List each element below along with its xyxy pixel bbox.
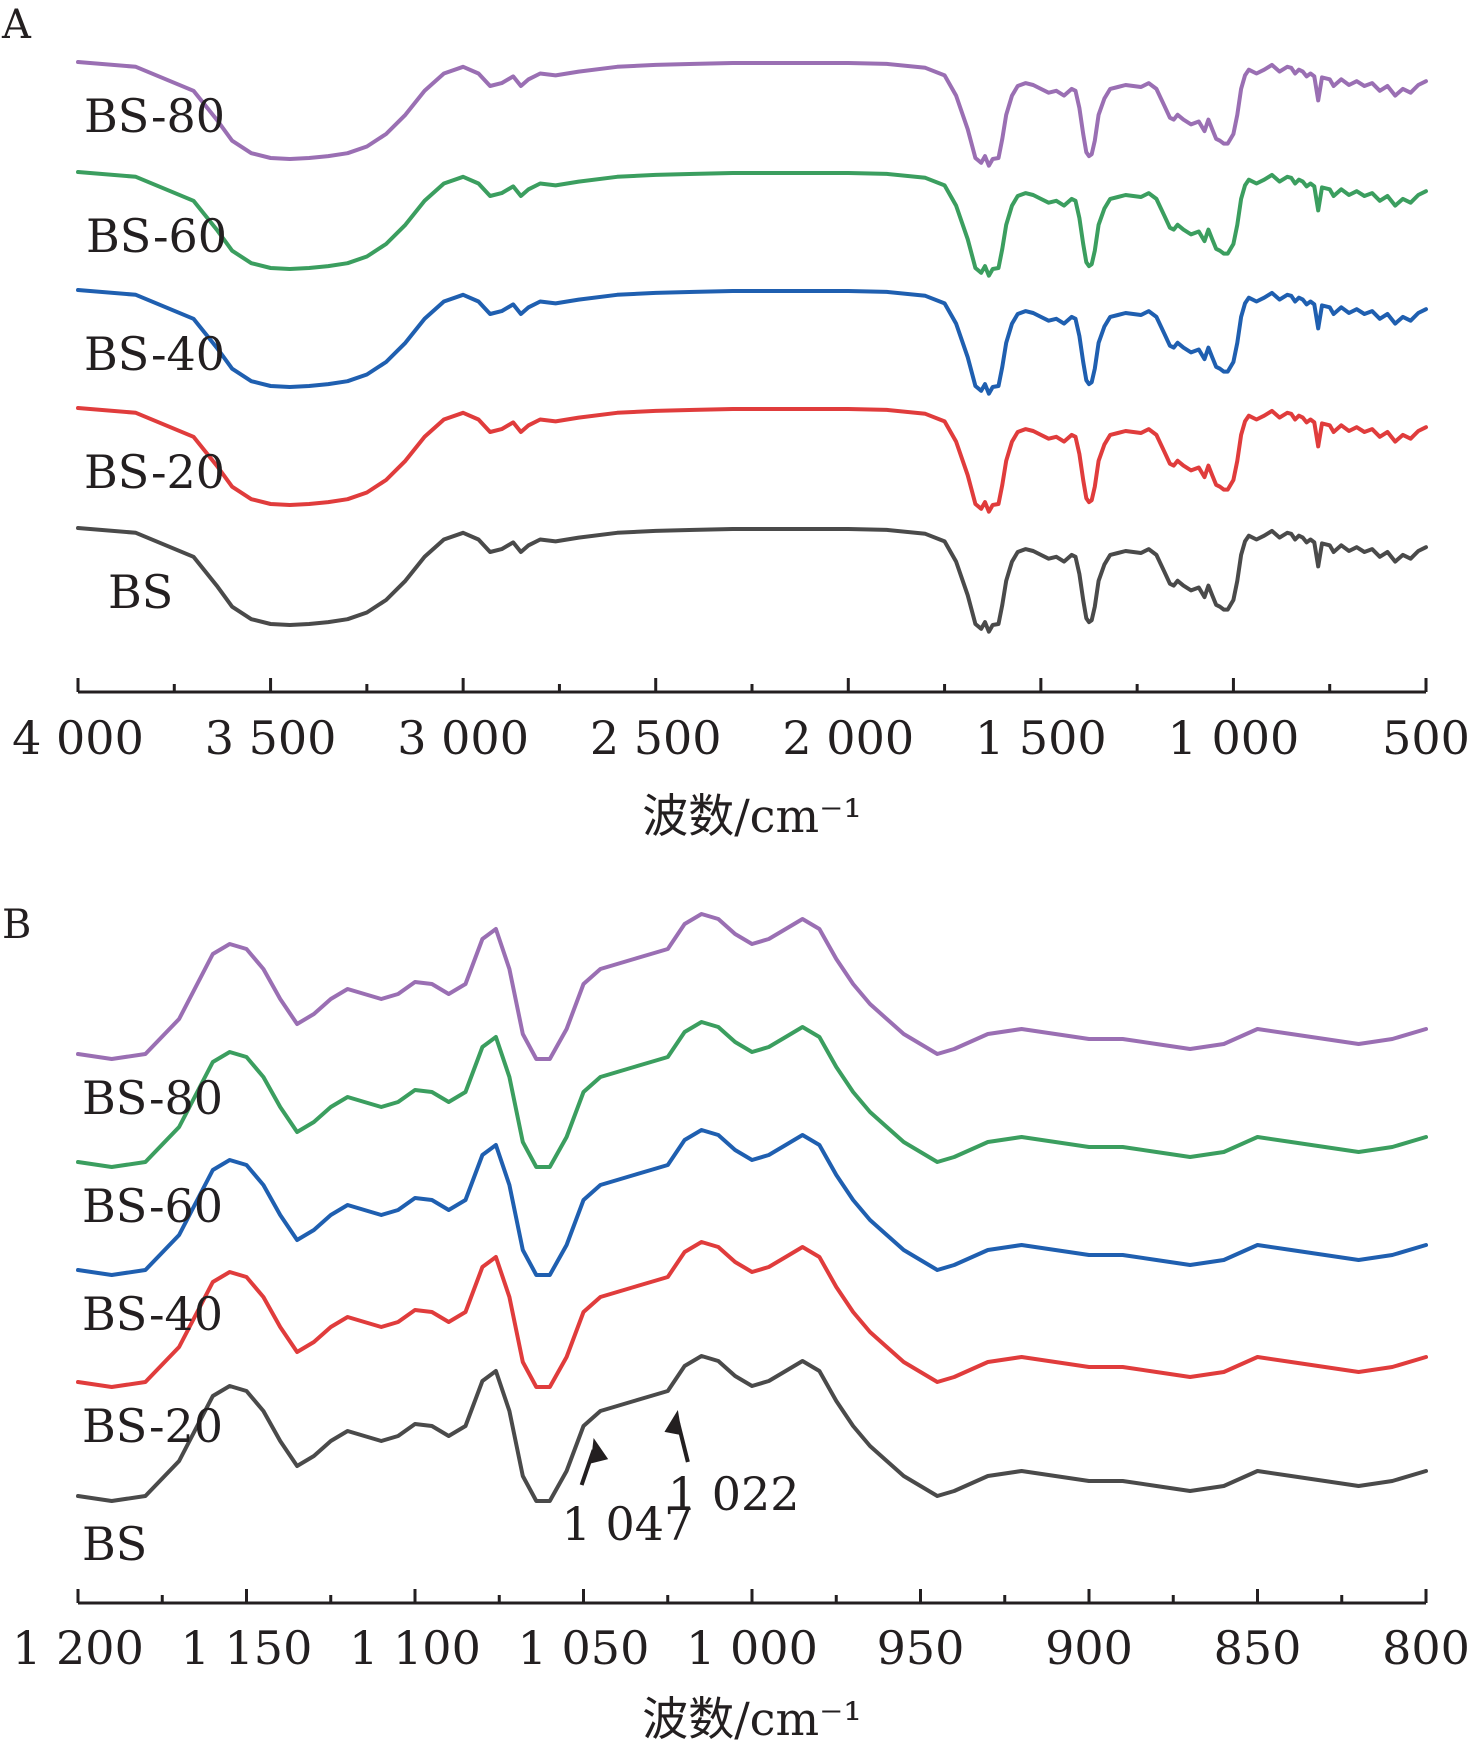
series-label-bs-40: BS-40 <box>82 1287 223 1341</box>
x-tick-label: 1 200 <box>12 1621 144 1675</box>
series-label-bs-60: BS-60 <box>86 209 227 263</box>
x-tick-label: 3 000 <box>397 711 529 765</box>
x-tick-label: 800 <box>1382 1621 1468 1675</box>
x-tick-label: 850 <box>1214 1621 1302 1675</box>
x-tick-label: 3 500 <box>205 711 337 765</box>
panel-b-x-axis-title: 波数/cm⁻¹ <box>642 1692 862 1745</box>
series-label-bs-80: BS-80 <box>84 89 225 143</box>
series-label-bs-40: BS-40 <box>84 327 225 381</box>
panel-b-letter: B <box>2 902 31 948</box>
panel-a-letter: A <box>1 2 32 48</box>
x-tick-label: 4 000 <box>12 711 144 765</box>
annotation-label-1022: 1 022 <box>668 1467 800 1521</box>
panel-a-curves <box>76 60 1428 634</box>
series-label-bs-80: BS-80 <box>82 1071 223 1125</box>
series-line-bs-40 <box>76 1128 1428 1277</box>
panel-b-x-ticks: 1 200 1 150 1 100 1 050 1 000 950 900 850 800 <box>12 1589 1468 1675</box>
series-label-bs-20: BS-20 <box>84 445 225 499</box>
series-line-bs-80 <box>76 60 1428 168</box>
panel-a-series-labels: BS-80 BS-60 BS-40 BS-20 BS <box>84 89 227 619</box>
panel-a-x-axis-title: 波数/cm⁻¹ <box>642 789 862 843</box>
x-tick-label: 1 000 <box>1168 711 1300 765</box>
series-line-bs-20 <box>76 1240 1428 1389</box>
series-label-bs-20: BS-20 <box>82 1399 223 1453</box>
x-tick-label: 950 <box>877 1621 965 1675</box>
series-label-bs: BS <box>82 1517 147 1571</box>
x-tick-label: 500 <box>1382 711 1468 765</box>
x-tick-label: 2 500 <box>590 711 722 765</box>
series-line-bs-20 <box>76 406 1428 514</box>
annotation-arrowhead-1022 <box>664 1410 683 1436</box>
series-label-bs-60: BS-60 <box>82 1179 223 1233</box>
x-tick-label: 2 000 <box>782 711 914 765</box>
annotation-arrowhead-1047 <box>590 1437 609 1464</box>
series-line-bs-80 <box>76 912 1428 1061</box>
panel-a: A BS-80 BS-60 BS-40 BS-20 BS 4 000 3 500 3 000… <box>1 2 1468 843</box>
series-line-bs-40 <box>76 288 1428 396</box>
x-tick-label: 1 050 <box>518 1621 650 1675</box>
annotation-label-1047: 1 047 <box>562 1497 694 1551</box>
series-line-bs <box>76 1354 1428 1503</box>
x-tick-label: 1 100 <box>349 1621 481 1675</box>
panel-b-series-labels: BS-80 BS-60 BS-40 BS-20 BS <box>82 1071 223 1571</box>
x-tick-label: 1 000 <box>686 1621 818 1675</box>
series-line-bs <box>76 526 1428 634</box>
x-tick-label: 1 150 <box>181 1621 313 1675</box>
series-line-bs-60 <box>76 170 1428 278</box>
x-tick-label: 1 500 <box>975 711 1107 765</box>
panel-a-x-ticks: 4 000 3 500 3 000 2 500 2 000 1 500 1 000 500 <box>12 678 1468 765</box>
series-label-bs: BS <box>108 565 173 619</box>
series-line-bs-60 <box>76 1020 1428 1169</box>
x-tick-label: 900 <box>1045 1621 1133 1675</box>
panel-b-curves <box>76 912 1428 1503</box>
